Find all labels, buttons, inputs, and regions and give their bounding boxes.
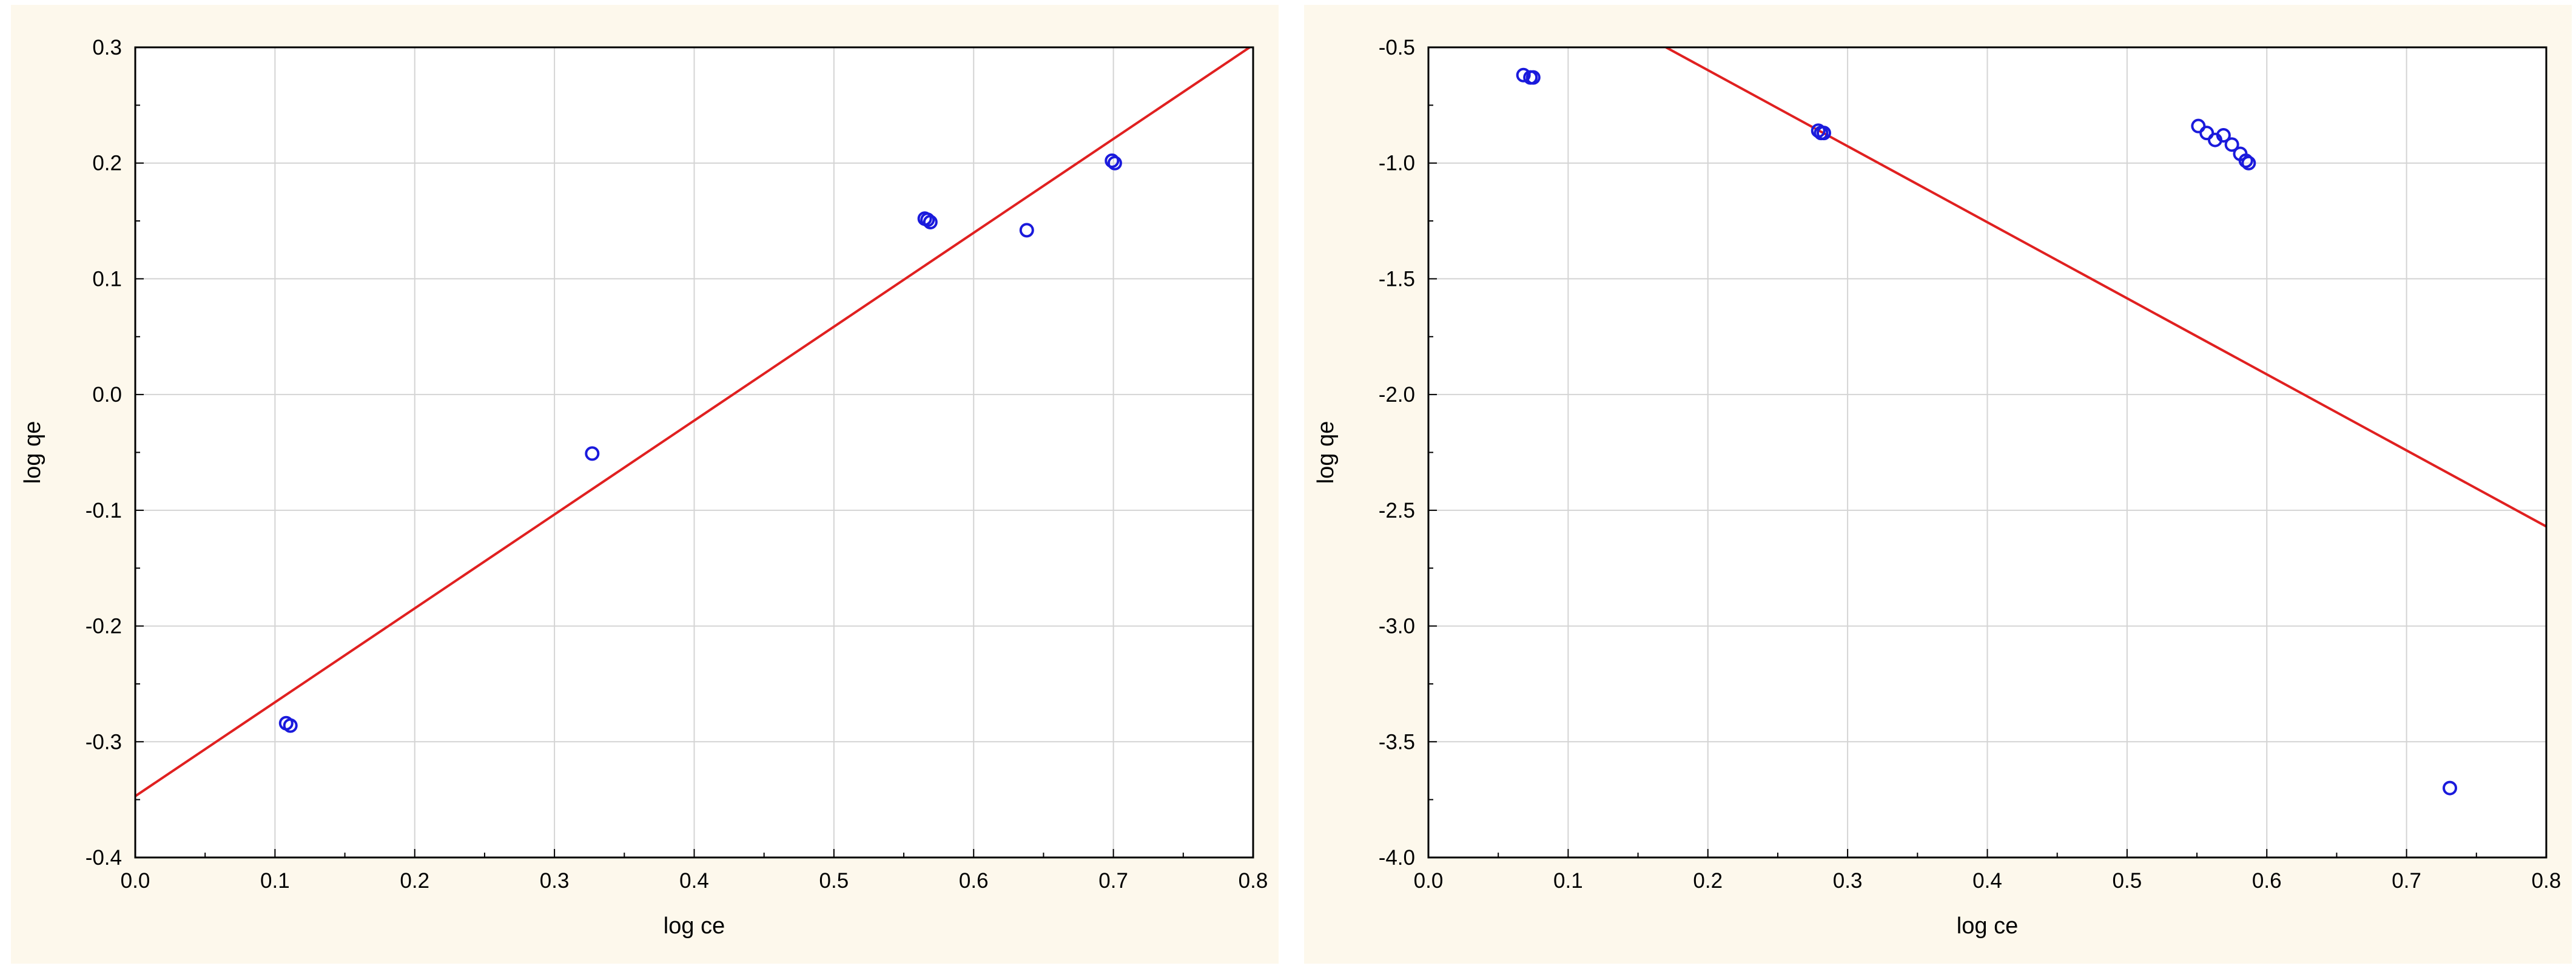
x-tick-label: 0.4 [1972, 869, 2002, 893]
y-tick-label: 0.3 [92, 36, 122, 59]
x-tick-label: 0.0 [121, 869, 150, 893]
data-point [2199, 126, 2214, 141]
y-tick-label: -0.3 [86, 730, 122, 754]
data-point [2216, 127, 2231, 143]
x-tick-label: 0.6 [2252, 869, 2282, 893]
x-tick-label: 0.1 [260, 869, 290, 893]
y-tick-label: -0.4 [86, 846, 122, 870]
data-point [2191, 118, 2206, 134]
chart-right: 0.0 0.1 0.2 0.3 0.4 0.5 0.6 0.7 0.8 -0.5 -1.0 -1.5 -… [1304, 5, 2572, 964]
data-point [1525, 70, 1541, 85]
chart-left: 0.0 0.1 0.2 0.3 0.4 0.5 0.6 0.7 0.8 0.3 0.2 0.1 0.0-… [11, 5, 1279, 964]
y-tick-label: -3.0 [1379, 615, 1415, 638]
x-tick-label: 0.3 [1833, 869, 1863, 893]
x-axis-label: log ce [664, 913, 725, 939]
x-tick-label: 0.5 [819, 869, 849, 893]
x-tick-label: 0.2 [1693, 869, 1723, 893]
y-tick-label: -4.0 [1379, 846, 1415, 870]
data-point [1019, 223, 1034, 238]
x-axis-label: log ce [1957, 913, 2018, 939]
data-point [920, 212, 935, 228]
y-tick-label: -0.2 [86, 615, 122, 638]
x-tick-label: 0.4 [679, 869, 709, 893]
data-point [1816, 126, 1831, 141]
y-axis-label: log qe [20, 421, 45, 484]
data-point [2241, 155, 2256, 171]
y-tick-label: 0.0 [92, 383, 122, 407]
x-tick-label: 0.1 [1553, 869, 1583, 893]
data-point [1107, 155, 1122, 171]
x-tick-label: 0.8 [2532, 869, 2561, 893]
y-tick-label: 0.1 [92, 267, 122, 291]
fit-line [135, 47, 1252, 797]
data-point [2443, 780, 2458, 796]
x-tick-label: 0.0 [1414, 869, 1444, 893]
x-tick-label: 0.7 [1098, 869, 1128, 893]
x-tick-label: 0.5 [2113, 869, 2142, 893]
x-tick-label: 0.2 [400, 869, 429, 893]
data-point [2224, 137, 2239, 152]
data-point [1516, 67, 1531, 83]
y-tick-label: -1.5 [1379, 267, 1415, 291]
y-tick-label: -0.1 [86, 499, 122, 523]
data-point [1105, 153, 1120, 168]
data-point [283, 718, 298, 733]
y-tick-label: 0.2 [92, 152, 122, 175]
data-point [585, 446, 600, 461]
x-tick-label: 0.8 [1239, 869, 1268, 893]
plot-frame [1427, 46, 2547, 859]
data-point [923, 214, 938, 229]
chart-svg: 0.0 0.1 0.2 0.3 0.4 0.5 0.6 0.7 0.8 -0.5 -1.0 -1.5 -… [1304, 5, 2572, 964]
data-point [2238, 153, 2253, 168]
x-tick-label: 0.7 [2392, 869, 2421, 893]
y-tick-label: -1.0 [1379, 152, 1415, 175]
y-tick-label: -2.5 [1379, 499, 1415, 523]
y-tick-label: -3.5 [1379, 730, 1415, 754]
y-tick-label: -0.5 [1379, 36, 1415, 59]
x-tick-label: 0.3 [540, 869, 570, 893]
plot-frame [134, 46, 1254, 859]
y-tick-label: -2.0 [1379, 383, 1415, 407]
x-tick-label: 0.6 [959, 869, 989, 893]
chart-svg: 0.0 0.1 0.2 0.3 0.4 0.5 0.6 0.7 0.80.30.20.10.0-… [11, 5, 1279, 964]
y-axis-label: log qe [1313, 421, 1339, 484]
